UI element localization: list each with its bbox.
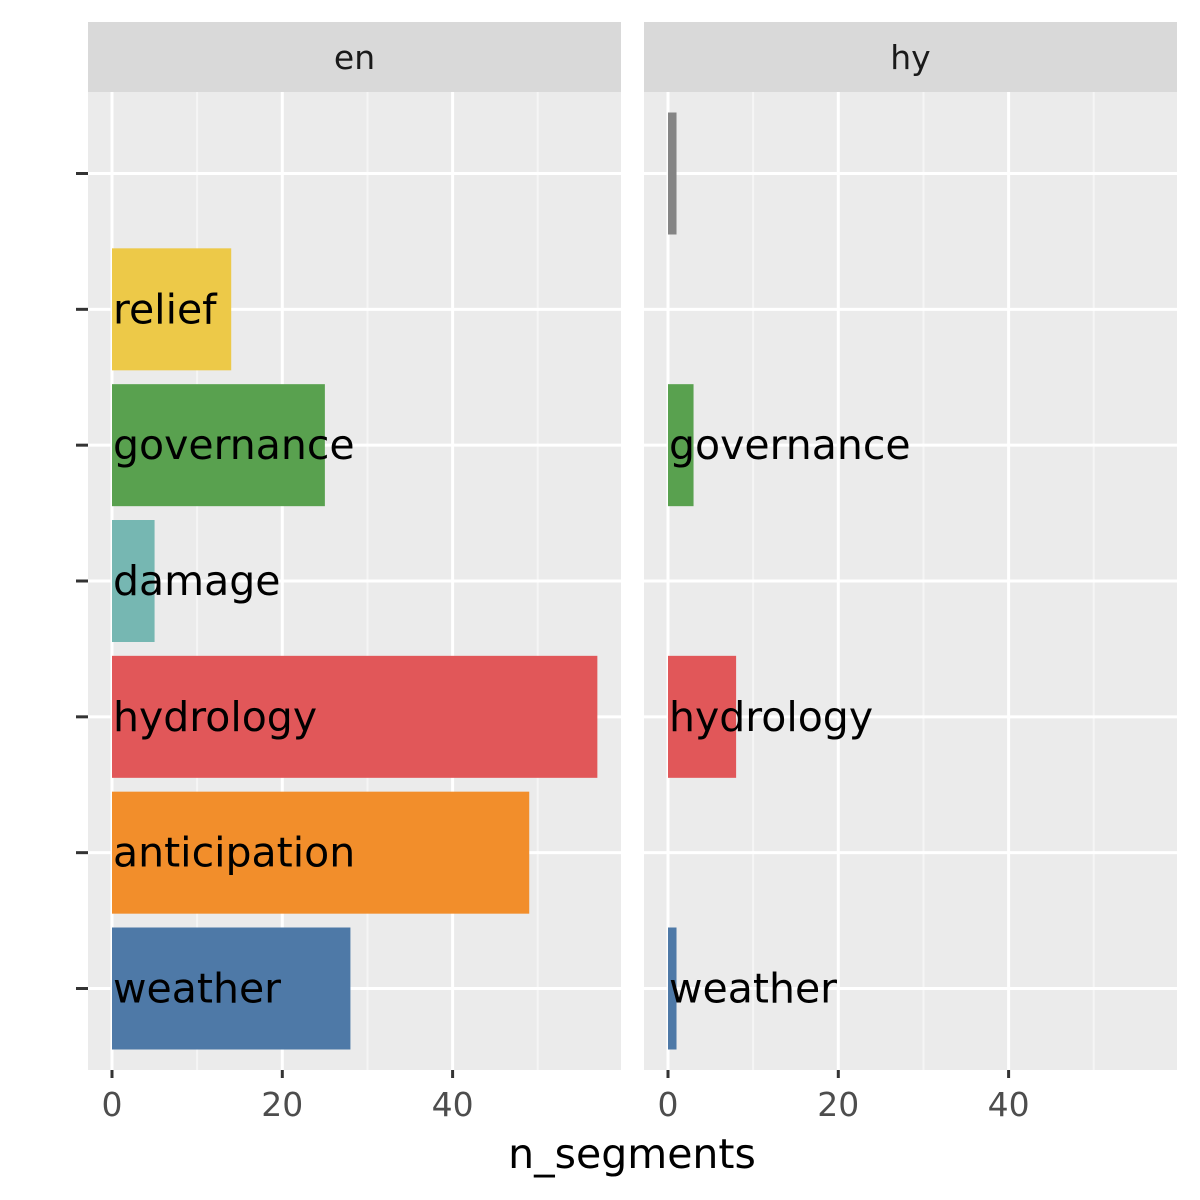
bar-governance — [112, 384, 325, 507]
bar-label: governance — [669, 421, 911, 469]
bar-label: damage — [113, 557, 280, 605]
bar-label: weather — [669, 965, 837, 1013]
panel-en: en relief governance damage hydrology anticip… — [88, 22, 621, 1124]
x-tick-label: 20 — [261, 1085, 303, 1124]
bar-label: weather — [113, 965, 281, 1013]
bar-unlabeled — [668, 112, 677, 235]
facet-label: hy — [890, 38, 930, 77]
bar-relief — [112, 248, 232, 371]
bar-anticipation — [112, 791, 530, 914]
x-tick-label: 0 — [102, 1085, 123, 1124]
facet-strip — [88, 22, 621, 92]
facet-strip — [644, 22, 1177, 92]
panels-layer: en relief governance damage hydrology anticip… — [88, 22, 1177, 1124]
bar-label: relief — [113, 285, 218, 333]
y-axis — [76, 172, 88, 990]
bar-damage — [112, 520, 155, 642]
bar-hydrology — [112, 655, 598, 778]
bar-label: hydrology — [669, 693, 873, 741]
facet-label: en — [334, 38, 375, 77]
panel-hy: hy governance hydrology weather 0 20 40 — [644, 22, 1177, 1124]
x-tick-label: 20 — [817, 1085, 859, 1124]
bar-weather — [112, 927, 351, 1050]
bar-governance — [668, 384, 694, 507]
bar-weather — [668, 927, 677, 1050]
bar-label: anticipation — [113, 829, 355, 877]
x-tick-label: 40 — [988, 1085, 1030, 1124]
bar-label: hydrology — [113, 693, 317, 741]
x-axis-title: n_segments — [508, 1130, 756, 1178]
x-tick-label: 40 — [432, 1085, 474, 1124]
bar-hydrology — [668, 655, 737, 778]
bar-label: governance — [113, 421, 355, 469]
x-tick-label: 0 — [658, 1085, 679, 1124]
